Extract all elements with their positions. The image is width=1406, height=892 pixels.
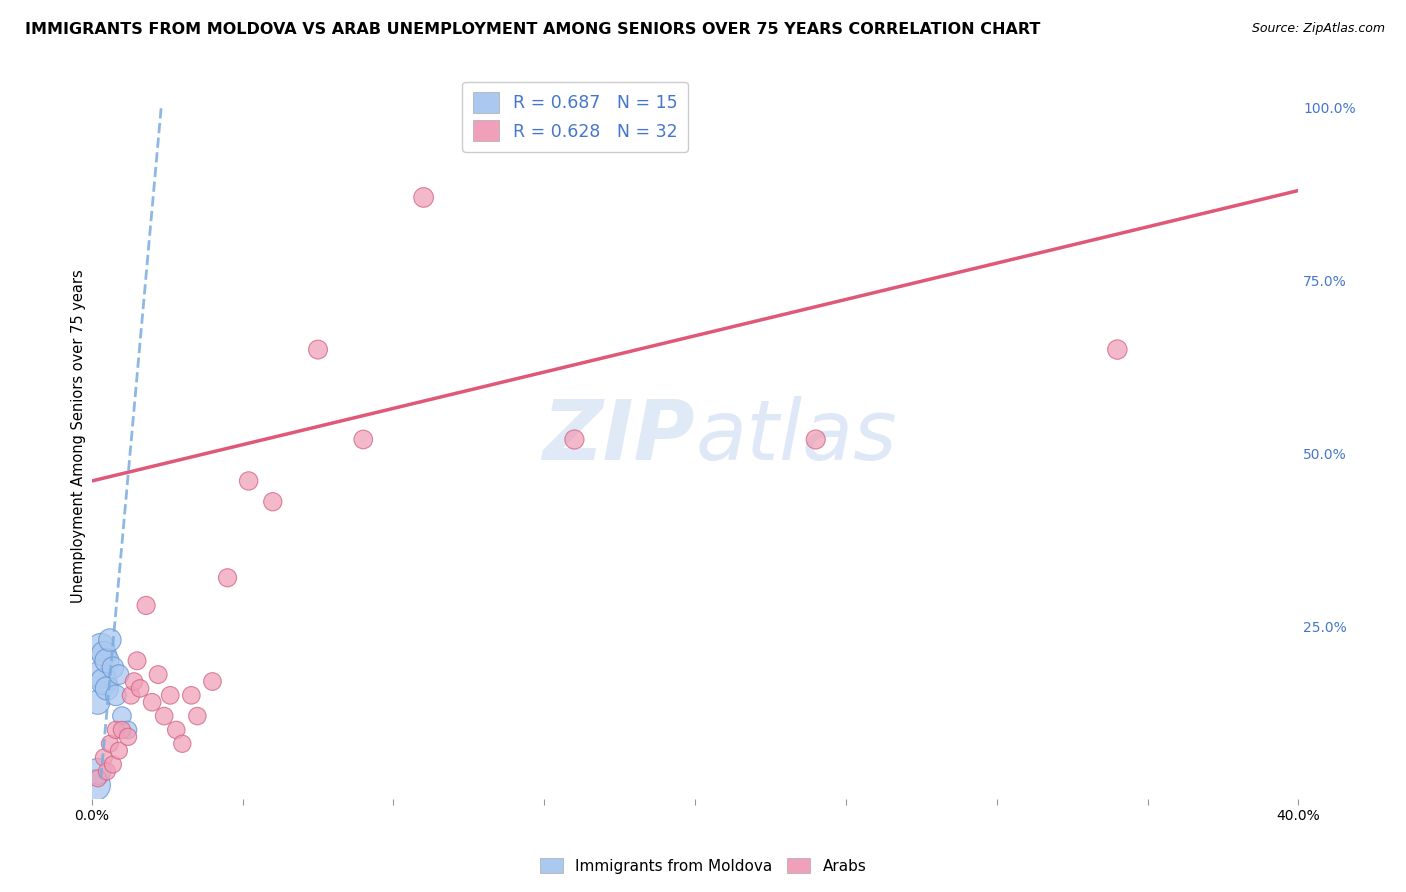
Point bbox=[96, 654, 118, 668]
Point bbox=[141, 695, 163, 709]
Point bbox=[117, 723, 139, 737]
Point bbox=[101, 757, 124, 772]
Point bbox=[1107, 343, 1129, 357]
Text: Source: ZipAtlas.com: Source: ZipAtlas.com bbox=[1251, 22, 1385, 36]
Point bbox=[129, 681, 152, 696]
Point bbox=[87, 772, 110, 786]
Point bbox=[135, 599, 157, 613]
Text: IMMIGRANTS FROM MOLDOVA VS ARAB UNEMPLOYMENT AMONG SENIORS OVER 75 YEARS CORRELA: IMMIGRANTS FROM MOLDOVA VS ARAB UNEMPLOY… bbox=[25, 22, 1040, 37]
Point bbox=[412, 190, 434, 204]
Point bbox=[93, 647, 115, 661]
Point bbox=[83, 778, 105, 792]
Point bbox=[111, 723, 134, 737]
Point bbox=[96, 764, 118, 779]
Point bbox=[186, 709, 208, 723]
Point bbox=[153, 709, 176, 723]
Point bbox=[87, 695, 110, 709]
Point bbox=[90, 667, 112, 681]
Point bbox=[172, 737, 194, 751]
Point bbox=[201, 674, 224, 689]
Point bbox=[217, 571, 239, 585]
Text: atlas: atlas bbox=[695, 395, 897, 476]
Text: ZIP: ZIP bbox=[543, 395, 695, 476]
Point bbox=[104, 689, 127, 703]
Point bbox=[262, 494, 284, 508]
Point bbox=[101, 661, 124, 675]
Point bbox=[108, 744, 131, 758]
Point bbox=[159, 689, 181, 703]
Y-axis label: Unemployment Among Seniors over 75 years: Unemployment Among Seniors over 75 years bbox=[72, 269, 86, 603]
Point bbox=[98, 633, 121, 648]
Point bbox=[804, 433, 827, 447]
Point bbox=[96, 681, 118, 696]
Point bbox=[564, 433, 586, 447]
Point bbox=[104, 723, 127, 737]
Point bbox=[238, 474, 260, 488]
Point bbox=[108, 667, 131, 681]
Legend: Immigrants from Moldova, Arabs: Immigrants from Moldova, Arabs bbox=[533, 852, 873, 880]
Point bbox=[125, 654, 148, 668]
Point bbox=[87, 764, 110, 779]
Point bbox=[120, 689, 142, 703]
Point bbox=[307, 343, 329, 357]
Point bbox=[117, 730, 139, 744]
Legend: R = 0.687   N = 15, R = 0.628   N = 32: R = 0.687 N = 15, R = 0.628 N = 32 bbox=[463, 82, 688, 152]
Point bbox=[93, 674, 115, 689]
Point bbox=[146, 667, 169, 681]
Point bbox=[180, 689, 202, 703]
Point bbox=[352, 433, 374, 447]
Point bbox=[93, 750, 115, 764]
Point bbox=[111, 709, 134, 723]
Point bbox=[165, 723, 187, 737]
Point bbox=[122, 674, 145, 689]
Point bbox=[98, 737, 121, 751]
Point bbox=[90, 640, 112, 654]
